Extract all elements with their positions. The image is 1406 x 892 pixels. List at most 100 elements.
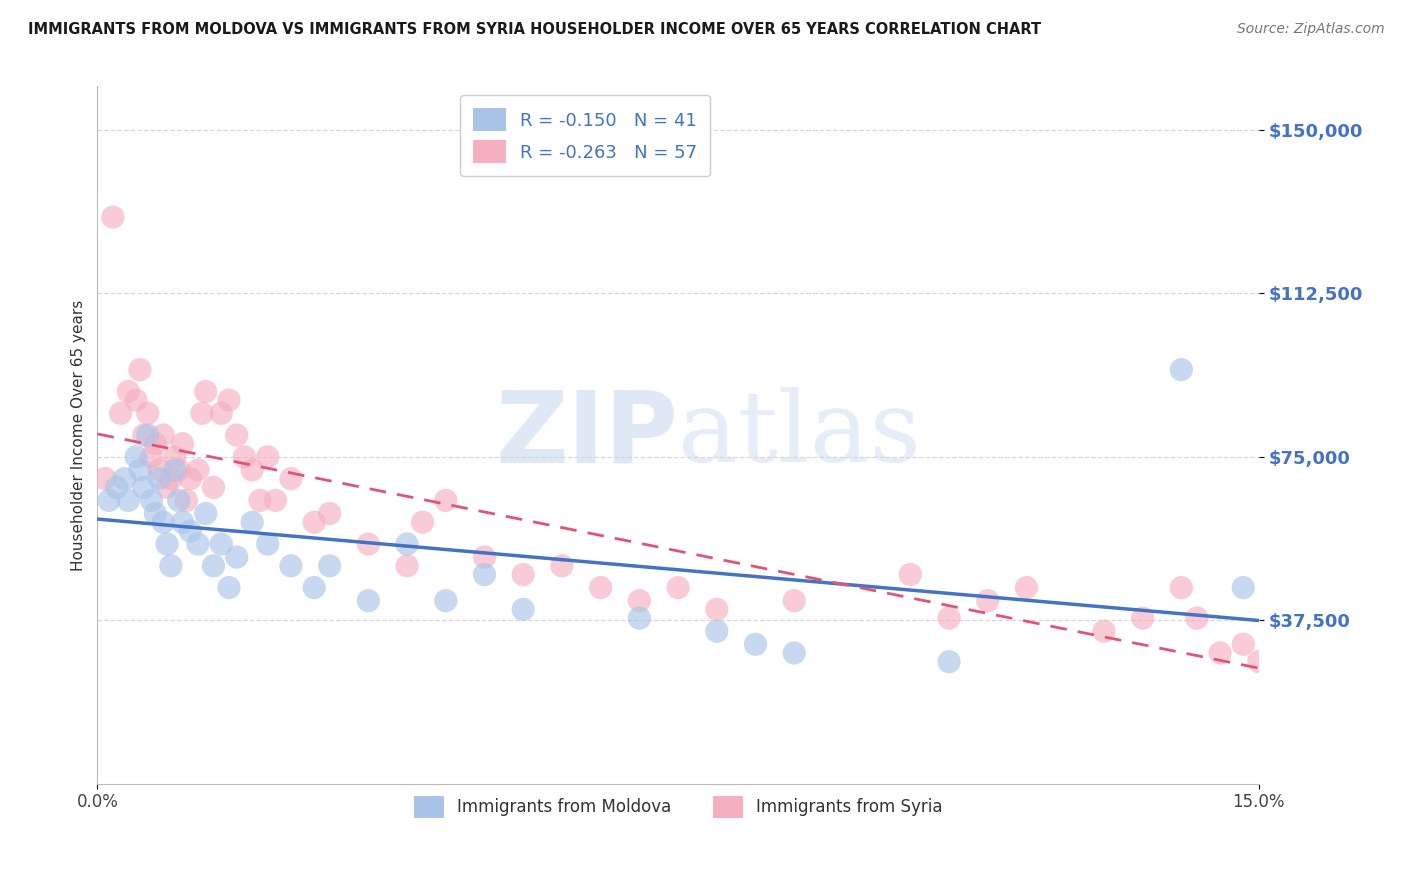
Point: [396, 537, 419, 551]
Point: [1232, 581, 1254, 595]
Point: [512, 567, 534, 582]
Point: [209, 406, 232, 420]
Point: [176, 493, 198, 508]
Point: [117, 384, 139, 399]
Point: [551, 558, 574, 573]
Point: [240, 463, 263, 477]
Point: [1232, 637, 1254, 651]
Point: [194, 384, 217, 399]
Point: [1015, 581, 1038, 595]
Point: [412, 515, 434, 529]
Point: [101, 210, 124, 224]
Point: [141, 493, 163, 508]
Point: [202, 480, 225, 494]
Point: [302, 515, 325, 529]
Text: ZIP: ZIP: [495, 386, 678, 483]
Point: [145, 507, 167, 521]
Point: [256, 537, 278, 551]
Point: [179, 472, 201, 486]
Point: [152, 515, 174, 529]
Point: [191, 406, 214, 420]
Point: [152, 428, 174, 442]
Point: [1092, 624, 1115, 639]
Point: [148, 463, 170, 477]
Point: [225, 428, 247, 442]
Point: [977, 593, 1000, 607]
Point: [706, 624, 728, 639]
Point: [218, 581, 240, 595]
Point: [129, 463, 152, 477]
Text: atlas: atlas: [678, 387, 921, 483]
Point: [94, 472, 117, 486]
Point: [474, 550, 496, 565]
Point: [156, 480, 179, 494]
Point: [233, 450, 256, 464]
Point: [179, 524, 201, 538]
Point: [1170, 581, 1192, 595]
Point: [512, 602, 534, 616]
Point: [132, 428, 155, 442]
Point: [434, 493, 457, 508]
Point: [125, 450, 148, 464]
Point: [280, 558, 302, 573]
Point: [357, 537, 380, 551]
Point: [474, 567, 496, 582]
Legend: Immigrants from Moldova, Immigrants from Syria: Immigrants from Moldova, Immigrants from…: [406, 789, 949, 824]
Point: [744, 637, 766, 651]
Point: [666, 581, 689, 595]
Point: [172, 436, 194, 450]
Point: [357, 593, 380, 607]
Point: [1132, 611, 1154, 625]
Point: [1247, 655, 1270, 669]
Point: [163, 463, 186, 477]
Point: [110, 406, 132, 420]
Point: [225, 550, 247, 565]
Point: [160, 558, 183, 573]
Text: Source: ZipAtlas.com: Source: ZipAtlas.com: [1237, 22, 1385, 37]
Point: [141, 450, 163, 464]
Point: [209, 537, 232, 551]
Point: [202, 558, 225, 573]
Point: [938, 611, 960, 625]
Point: [280, 472, 302, 486]
Point: [898, 567, 921, 582]
Point: [125, 393, 148, 408]
Point: [628, 593, 651, 607]
Point: [589, 581, 612, 595]
Point: [434, 593, 457, 607]
Point: [218, 393, 240, 408]
Y-axis label: Householder Income Over 65 years: Householder Income Over 65 years: [72, 300, 86, 571]
Point: [240, 515, 263, 529]
Point: [117, 493, 139, 508]
Point: [136, 428, 159, 442]
Point: [783, 593, 806, 607]
Point: [114, 472, 136, 486]
Point: [156, 537, 179, 551]
Point: [256, 450, 278, 464]
Point: [132, 480, 155, 494]
Point: [1209, 646, 1232, 660]
Point: [172, 515, 194, 529]
Point: [148, 472, 170, 486]
Point: [1185, 611, 1208, 625]
Point: [783, 646, 806, 660]
Point: [264, 493, 287, 508]
Point: [163, 450, 186, 464]
Point: [167, 463, 190, 477]
Point: [628, 611, 651, 625]
Point: [145, 436, 167, 450]
Point: [98, 493, 121, 508]
Point: [1170, 362, 1192, 376]
Point: [160, 472, 183, 486]
Point: [187, 537, 209, 551]
Point: [318, 507, 340, 521]
Point: [938, 655, 960, 669]
Point: [194, 507, 217, 521]
Point: [129, 362, 152, 376]
Point: [706, 602, 728, 616]
Point: [105, 480, 128, 494]
Point: [396, 558, 419, 573]
Point: [249, 493, 271, 508]
Point: [167, 493, 190, 508]
Point: [136, 406, 159, 420]
